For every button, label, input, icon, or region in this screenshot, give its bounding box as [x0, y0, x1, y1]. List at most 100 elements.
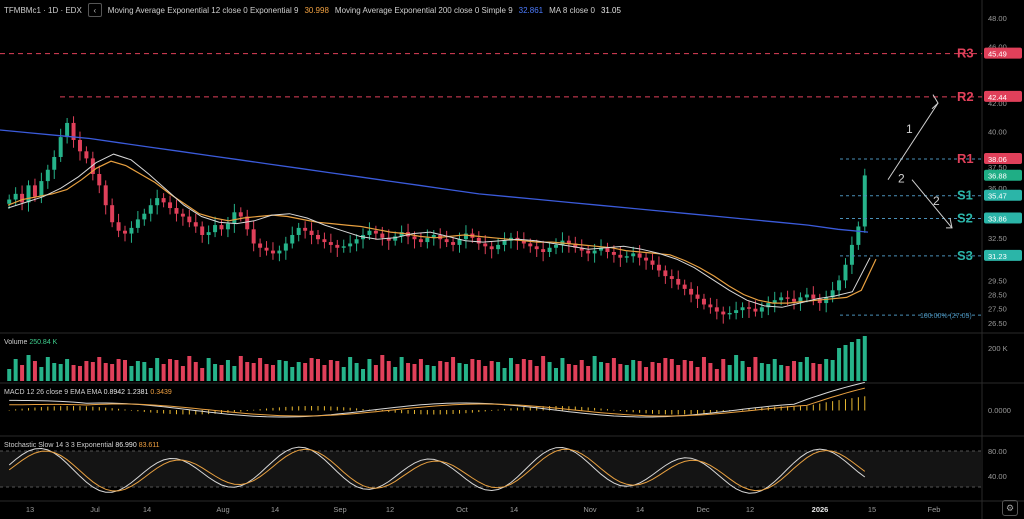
level-label-s1: S1: [957, 188, 973, 203]
volume-bar: [618, 364, 623, 381]
x-tick-label: 14: [271, 505, 279, 514]
volume-bar: [592, 356, 597, 381]
candle-body: [296, 227, 301, 235]
volume-bar: [586, 366, 591, 381]
macd-hist-bar: [780, 406, 782, 411]
volume-bar: [766, 364, 771, 381]
candle-body: [483, 243, 488, 247]
candle-body: [393, 236, 398, 241]
symbol-label[interactable]: TFMBMc1 · 1D · EDX: [4, 5, 82, 15]
projection-arrow-up: [887, 102, 939, 180]
macd-hist-bar: [40, 407, 42, 411]
macd-hist-bar: [568, 406, 570, 411]
candle-body: [425, 237, 430, 243]
volume-bar: [515, 364, 520, 381]
macd-hist-bar: [639, 410, 641, 413]
stoch-d-line: [8, 448, 866, 492]
level-label-r2: R2: [957, 89, 974, 104]
macd-hist-bar: [298, 406, 300, 411]
ema12-label[interactable]: Moving Average Exponential 12 close 0 Ex…: [107, 5, 299, 15]
macd-hist-bar: [459, 410, 461, 414]
volume-bar: [219, 365, 224, 381]
ma8-label[interactable]: MA 8 close 0: [549, 5, 595, 15]
volume-bar: [470, 359, 475, 381]
candle-body: [476, 237, 481, 244]
x-tick-label: 12: [746, 505, 754, 514]
macd-hist-bar: [60, 406, 62, 411]
volume-bar: [232, 366, 237, 381]
x-tick-label: 12: [386, 505, 394, 514]
candle-body: [502, 240, 507, 245]
candle-body: [624, 256, 629, 258]
volume-bar: [663, 358, 668, 381]
volume-bar: [573, 365, 578, 381]
candle-body: [804, 294, 809, 298]
settings-gear-icon[interactable]: ⚙: [1002, 500, 1018, 516]
volume-bar: [489, 361, 494, 381]
candle-body: [290, 234, 295, 244]
volume-bar: [444, 362, 449, 381]
volume-bar: [418, 359, 423, 381]
candle-body: [849, 244, 854, 265]
stoch-k-value: 86.990: [115, 442, 137, 449]
macd-hist-bar: [156, 410, 158, 414]
ma8-line: [7, 153, 871, 308]
candle-body: [496, 244, 501, 250]
macd-hist-bar: [684, 410, 686, 415]
candle-body: [727, 312, 732, 315]
macd-hist-bar: [536, 406, 538, 411]
volume-bar: [714, 369, 719, 381]
volume-value: 250.84 K: [29, 339, 58, 346]
price-tick-label: 37.50: [988, 163, 1007, 172]
candle-body: [843, 264, 848, 281]
macd-hist-bar: [375, 410, 377, 411]
candle-body: [399, 232, 404, 237]
candle-body: [541, 249, 546, 252]
candle-body: [206, 232, 211, 235]
volume-bar: [817, 364, 822, 381]
volume-bar: [502, 368, 507, 381]
wave-label: 2: [898, 172, 905, 186]
candle-body: [753, 308, 758, 312]
macd-hist-bar: [118, 408, 120, 411]
candle-body: [618, 254, 623, 258]
volume-bar: [90, 362, 95, 381]
macd-hist-bar: [253, 409, 255, 411]
volume-bar: [708, 363, 713, 381]
volume-bar: [695, 367, 700, 381]
candle-body: [20, 193, 25, 203]
chevron-left-icon[interactable]: ‹: [87, 3, 102, 17]
macd-hist-bar: [336, 406, 338, 411]
candle-body: [90, 158, 95, 174]
macd-hist-bar: [21, 408, 23, 411]
candle-body: [714, 307, 719, 312]
macd-hist-bar: [709, 410, 711, 414]
macd-value-3: 0.3439: [150, 389, 172, 396]
candle-body: [110, 205, 115, 223]
macd-hist-bar: [619, 410, 621, 412]
candle-body: [862, 175, 867, 227]
volume-bar: [431, 366, 436, 381]
candle-body: [258, 243, 263, 248]
candle-body: [431, 234, 436, 238]
macd-hist-bar: [799, 406, 801, 411]
volume-bar: [103, 363, 108, 381]
volume-panel-label[interactable]: Volume 250.84 K: [4, 339, 57, 346]
macd-panel-label[interactable]: MACD 12 26 close 9 EMA EMA 0.8942 1.2381…: [4, 389, 172, 396]
candle-body: [174, 208, 179, 214]
candle-body: [772, 300, 777, 304]
level-tag-r1: [984, 152, 1022, 164]
macd-hist-bar: [703, 410, 705, 414]
candle-body: [528, 243, 533, 247]
macd-hist-bar: [516, 407, 518, 411]
macd-hist-bar: [594, 407, 596, 411]
volume-bar: [303, 363, 308, 381]
stoch-panel-label[interactable]: Stochastic Slow 14 3 3 Exponential 86.99…: [4, 442, 160, 449]
projection-arrow-down: [911, 179, 953, 229]
ema200-label[interactable]: Moving Average Exponential 200 close 0 S…: [334, 5, 513, 15]
candle-body: [270, 250, 275, 254]
volume-bar: [200, 368, 205, 381]
price-tick-label: 32.50: [988, 234, 1007, 243]
macd-hist-bar: [407, 410, 409, 414]
